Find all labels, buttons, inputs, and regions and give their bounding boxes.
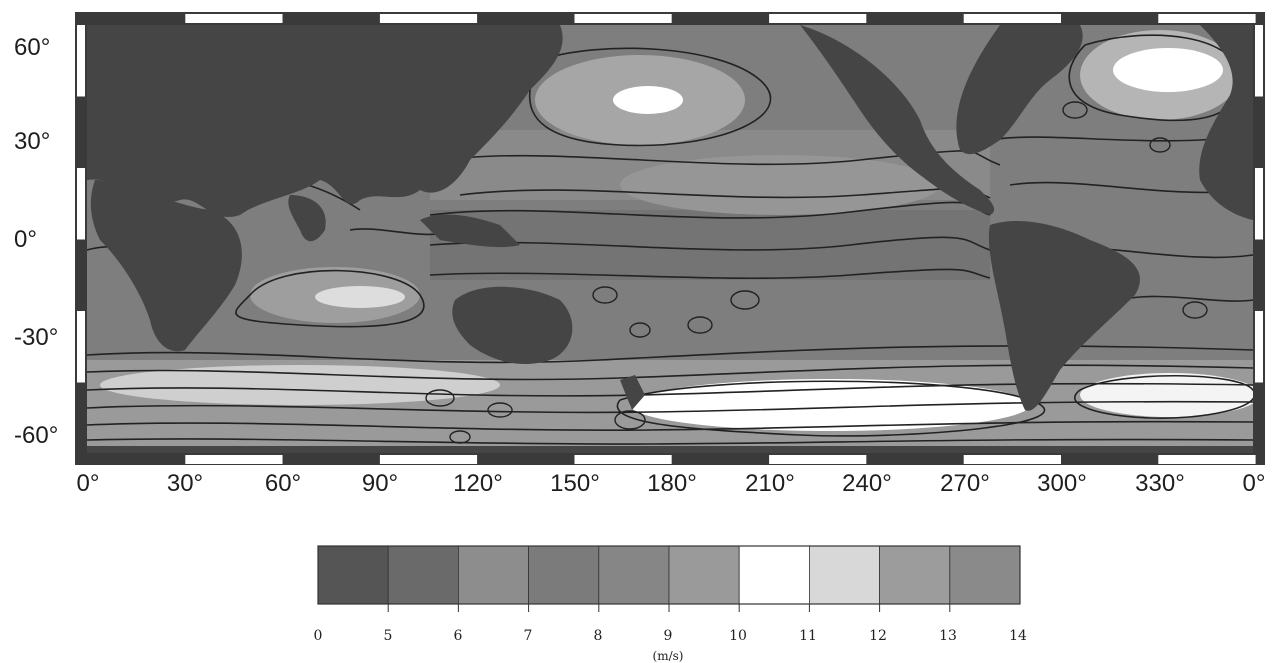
contour-loops <box>425 101 1208 444</box>
africa <box>90 180 242 352</box>
colorbar-label-14: 14 <box>1009 628 1027 644</box>
land-masses <box>87 25 1253 453</box>
colorbar-label-5: 5 <box>383 628 393 644</box>
north-pacific-trade-wind <box>620 155 940 215</box>
colorbar-label-12: 12 <box>869 628 887 644</box>
frame-top-seg-10 <box>1061 14 1159 23</box>
lat-tick-30n: 30° <box>14 128 51 155</box>
frame-bottom-seg-9 <box>963 455 1061 464</box>
lon-tick-300: 300° <box>1037 470 1087 497</box>
south-indian-high-wind <box>100 365 500 405</box>
colorbar-label-11: 11 <box>799 628 817 644</box>
north-america <box>800 25 995 215</box>
frame-top-seg-7 <box>769 14 867 23</box>
frame-top-seg-2 <box>282 14 380 23</box>
north-pacific-max-wind <box>613 86 683 114</box>
eurasia <box>87 25 563 218</box>
colorbar-label-8: 8 <box>593 628 603 644</box>
frame-bottom-seg-4 <box>477 455 575 464</box>
north-america-east <box>956 25 1083 155</box>
frame-bottom-seg-8 <box>866 455 964 464</box>
south-america <box>988 220 1140 411</box>
colorbar-label-7: 7 <box>523 628 533 644</box>
lon-tick-330: 330° <box>1135 470 1185 497</box>
frame-bottom-seg-3 <box>379 455 478 464</box>
frame-right-seg-4 <box>1255 311 1263 383</box>
frame-top-seg-5 <box>574 14 672 23</box>
lat-tick-60n: 60° <box>14 34 51 61</box>
frame-top-seg-11 <box>1158 14 1256 23</box>
frame-bottom-seg-1 <box>185 455 283 464</box>
frame-right-seg-1 <box>1255 96 1263 168</box>
frame-top-seg-8 <box>866 14 964 23</box>
lon-tick-360: 0° <box>1242 470 1266 497</box>
lon-tick-30: 30° <box>166 470 204 497</box>
lon-tick-60: 60° <box>264 470 302 497</box>
lon-tick-150: 150° <box>550 470 600 497</box>
antarctica <box>87 446 1253 453</box>
tropical-band <box>430 210 990 280</box>
frame-top-seg-3 <box>379 14 478 23</box>
indian-ocean-max-wind <box>315 286 405 308</box>
lon-tick-0: 0° <box>76 470 100 497</box>
colorbar-label-6: 6 <box>453 628 463 644</box>
frame-bottom-seg-6 <box>671 455 770 464</box>
frame-top-seg-4 <box>477 14 575 23</box>
new-zealand <box>620 375 645 410</box>
frame-left-seg-0 <box>77 25 85 97</box>
lon-tick-180: 180° <box>647 470 697 497</box>
frame-bottom-seg-10 <box>1061 455 1159 464</box>
india <box>288 195 326 242</box>
lat-tick-60s: -60° <box>14 422 59 449</box>
frame-left-seg-4 <box>77 311 85 383</box>
frame-right-seg-2 <box>1255 168 1263 240</box>
australia <box>452 286 573 365</box>
south-atlantic-max-wind <box>1080 373 1253 417</box>
colorbar-label-0: 0 <box>313 628 323 644</box>
frame-bottom-seg-0 <box>88 455 186 464</box>
lon-tick-120: 120° <box>453 470 503 497</box>
lon-tick-210: 210° <box>745 470 795 497</box>
lon-tick-240: 240° <box>842 470 892 497</box>
colorbar-label-13: 13 <box>939 628 957 644</box>
frame-right-seg-0 <box>1255 25 1263 97</box>
frame-bottom-seg-2 <box>282 455 380 464</box>
frame-left-seg-3 <box>77 239 85 311</box>
frame-ticks <box>77 14 1263 464</box>
lat-tick-0: 0° <box>14 226 37 253</box>
colorbar-unit: (m/s) <box>652 649 684 663</box>
frame-right-seg-5 <box>1255 382 1263 454</box>
lon-tick-90: 90° <box>361 470 399 497</box>
colorbar-label-9: 9 <box>663 628 673 644</box>
frame-bottom-seg-7 <box>769 455 867 464</box>
frame-left-seg-5 <box>77 382 85 454</box>
frame-bottom-seg-11 <box>1158 455 1256 464</box>
frame-top-seg-0 <box>88 14 186 23</box>
colorbar-label-10: 10 <box>729 628 747 644</box>
north-atlantic-max-wind <box>1113 48 1223 92</box>
frame-top-seg-1 <box>185 14 283 23</box>
frame-left-seg-2 <box>77 168 85 240</box>
frame-top-seg-6 <box>671 14 770 23</box>
lat-tick-30s: -30° <box>14 324 59 351</box>
lon-tick-270: 270° <box>940 470 990 497</box>
frame-top-seg-9 <box>963 14 1061 23</box>
frame-left-seg-1 <box>77 96 85 168</box>
europe-west <box>1199 25 1253 220</box>
frame-right-seg-3 <box>1255 239 1263 311</box>
frame-bottom-seg-5 <box>574 455 672 464</box>
indonesia <box>420 214 520 248</box>
